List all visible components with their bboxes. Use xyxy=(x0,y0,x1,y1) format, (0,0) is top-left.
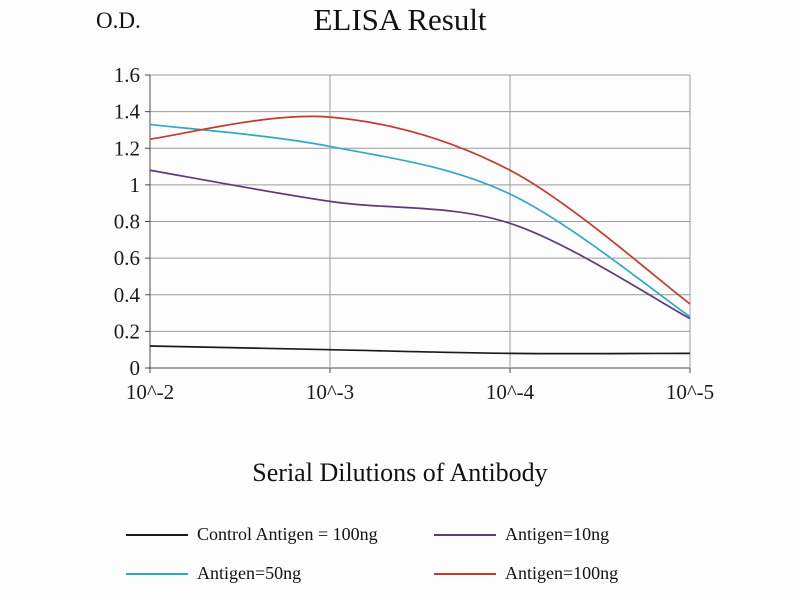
series-line-0 xyxy=(149,345,691,355)
legend-line-swatch xyxy=(434,533,496,536)
legend-label: Antigen=100ng xyxy=(505,563,619,583)
legend-label: Antigen=50ng xyxy=(197,563,302,583)
x-tick-label: 10^-4 xyxy=(486,380,535,404)
legend-line-swatch xyxy=(126,533,188,536)
series-line-1 xyxy=(149,169,691,320)
series-line-3 xyxy=(149,115,691,305)
y-tick-label: 1 xyxy=(130,173,141,197)
x-axis-title: Serial Dilutions of Antibody xyxy=(252,458,548,487)
x-tick-label: 10^-5 xyxy=(666,380,714,404)
y-tick-label: 1.2 xyxy=(114,136,140,160)
x-tick-label: 10^-3 xyxy=(306,380,354,404)
legend-item: Antigen=10ng xyxy=(434,524,618,545)
legend-item: Antigen=100ng xyxy=(434,563,618,584)
y-tick-label: 0.6 xyxy=(114,246,140,270)
legend-line-swatch xyxy=(126,572,188,575)
y-tick-label: 0.2 xyxy=(114,319,140,343)
legend-item: Control Antigen = 100ng xyxy=(126,524,434,545)
y-tick-label: 0.4 xyxy=(114,283,141,307)
legend: Control Antigen = 100ng Antigen=10ng Antig… xyxy=(126,524,618,584)
legend-label: Control Antigen = 100ng xyxy=(197,524,378,544)
series-line-2 xyxy=(149,123,691,318)
y-axis-title: O.D. xyxy=(96,8,141,33)
line-chart-plot: 0 0.2 0.4 0.6 0.8 1 1.2 1.4 1.6 10^-2 10^-3 10^-4 10… xyxy=(114,63,714,404)
chart-title: ELISA Result xyxy=(313,2,487,37)
y-tick-label: 0.8 xyxy=(114,210,140,234)
y-tick-label: 1.4 xyxy=(114,100,141,124)
legend-item: Antigen=50ng xyxy=(126,563,434,584)
y-tick-label: 1.6 xyxy=(114,63,140,87)
legend-line-swatch xyxy=(434,572,496,575)
y-tick-label: 0 xyxy=(130,356,141,380)
x-tick-label: 10^-2 xyxy=(126,380,174,404)
legend-label: Antigen=10ng xyxy=(505,524,610,544)
